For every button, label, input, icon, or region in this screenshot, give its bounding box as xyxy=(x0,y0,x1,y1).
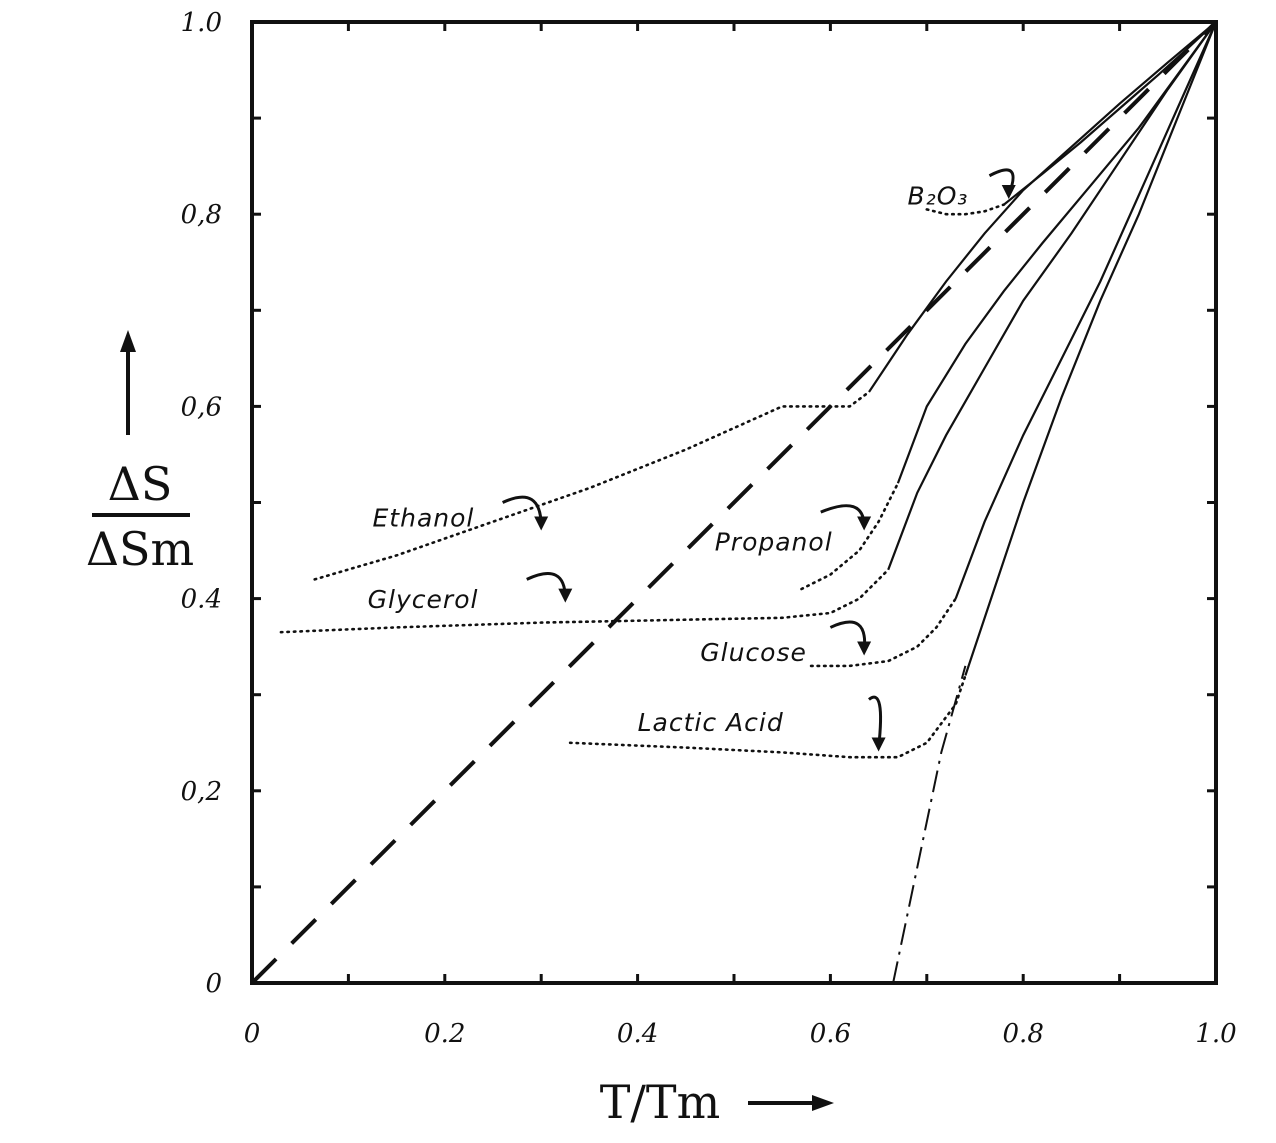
x-tick-label: 1.0 xyxy=(1195,1019,1236,1049)
dash-dot-line xyxy=(892,665,967,984)
arrowhead-lactic-acid xyxy=(871,737,886,752)
series-line-glucose xyxy=(954,21,1218,599)
series-line-glycerol xyxy=(887,21,1217,571)
arrowhead-glycerol xyxy=(558,588,573,603)
arrowhead-propanol xyxy=(857,516,872,531)
y-tick-label: 0.4 xyxy=(181,585,222,615)
label-glycerol: Glycerol xyxy=(368,585,479,614)
label-propanol: Propanol xyxy=(715,528,833,557)
label-glucose: Glucose xyxy=(700,638,807,667)
arrow-ethanol xyxy=(502,495,543,527)
series-extrapolation-glucose xyxy=(809,597,957,668)
label-ethanol: Ethanol xyxy=(373,504,475,533)
series-extrapolation-b-o xyxy=(925,203,1006,216)
series-line-lactic-acid xyxy=(964,21,1218,676)
arrowhead-b2o3 xyxy=(1001,184,1016,199)
series-extrapolation-lactic-acid xyxy=(568,674,967,759)
arrow-lactic-acid xyxy=(868,695,883,748)
y-axis-arrow-head xyxy=(120,330,136,352)
arrowhead-ethanol xyxy=(534,516,549,531)
diagonal-dashed-line xyxy=(250,20,1218,985)
label-b2o3: B₂O₃ xyxy=(908,182,969,211)
x-tick-label: 0.4 xyxy=(617,1019,658,1049)
x-axis-arrow-head xyxy=(812,1095,834,1111)
x-tick-label: 0.8 xyxy=(1003,1019,1044,1049)
y-tick-label: 1.0 xyxy=(181,8,222,38)
label-lactic-acid: Lactic Acid xyxy=(638,708,784,737)
arrow-glucose xyxy=(829,620,867,652)
y-tick-label: 0 xyxy=(205,969,222,999)
series-extrapolation-ethanol xyxy=(313,390,871,581)
x-tick-label: 0.6 xyxy=(810,1019,851,1049)
series-line-ethanol xyxy=(868,21,1217,393)
x-axis-title: T/Tm xyxy=(600,1075,720,1129)
x-tick-label: 0 xyxy=(244,1019,261,1049)
y-tick-label: 0,2 xyxy=(181,777,222,807)
y-tick-label: 0,8 xyxy=(181,200,222,230)
arrow-glycerol xyxy=(526,572,567,599)
y-tick-label: 0,6 xyxy=(181,392,222,422)
series-extrapolation-propanol xyxy=(800,482,900,591)
arrowhead-glucose xyxy=(857,641,872,656)
y-axis-title-denominator: ΔSm xyxy=(86,522,194,576)
x-tick-label: 0.2 xyxy=(424,1019,465,1049)
arrow-propanol xyxy=(820,504,866,527)
y-axis-title-numerator: ΔS xyxy=(108,457,173,511)
